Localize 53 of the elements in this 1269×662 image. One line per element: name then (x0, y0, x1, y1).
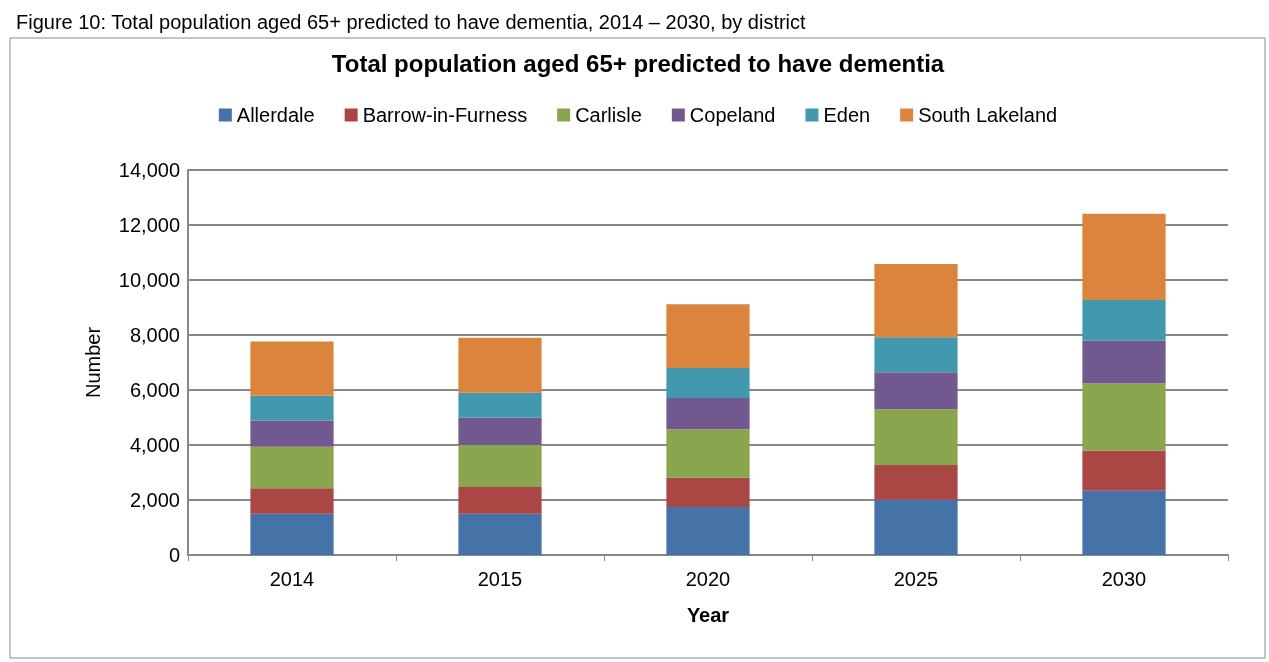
bar (666, 477, 750, 507)
bar (666, 506, 750, 555)
bar (874, 337, 958, 373)
bar (666, 368, 750, 398)
y-tick-label: 0 (168, 544, 180, 566)
bar (666, 429, 750, 478)
bar (1082, 490, 1166, 555)
legend-label: Allerdale (236, 104, 315, 126)
bar (874, 465, 958, 500)
x-axis-title: Year (686, 604, 730, 626)
bar (874, 264, 958, 338)
bar (250, 341, 334, 396)
bar (250, 513, 334, 555)
bar (1082, 383, 1166, 451)
bar (874, 499, 958, 555)
x-tick-label: 2020 (685, 568, 731, 590)
bar (458, 392, 542, 418)
bar (250, 446, 334, 489)
legend-label: South Lakeland (918, 104, 1058, 126)
bar (250, 395, 334, 421)
bar (458, 417, 542, 445)
legend-label: Copeland (689, 104, 776, 126)
y-tick-label: 6,000 (129, 379, 180, 401)
chart-title: Total population aged 65+ predicted to have dementia (331, 49, 945, 77)
bar (458, 445, 542, 488)
y-tick-label: 12,000 (118, 214, 180, 236)
bar (1082, 450, 1166, 491)
x-tick-label: 2014 (269, 568, 315, 590)
x-tick-label: 2025 (893, 568, 939, 590)
bar (458, 487, 542, 514)
bar (666, 304, 750, 368)
bar (250, 420, 334, 447)
bar (666, 397, 750, 430)
x-tick-label: 2030 (1101, 568, 1147, 590)
y-tick-label: 4,000 (129, 434, 180, 456)
y-tick-label: 8,000 (129, 324, 180, 346)
legend-label: Eden (823, 104, 871, 126)
bar (874, 409, 958, 466)
bar (250, 488, 334, 514)
y-tick-label: 10,000 (118, 269, 180, 291)
legend-label: Carlisle (575, 104, 642, 126)
x-tick-label: 2015 (477, 568, 523, 590)
bar (1082, 340, 1166, 384)
legend-label: Barrow-in-Furness (362, 104, 528, 126)
bar (874, 372, 958, 410)
bar (1082, 213, 1166, 301)
bar (458, 337, 542, 393)
bar (1082, 300, 1166, 341)
y-axis-title: Number (82, 326, 104, 399)
caption: Figure 10: Total population aged 65+ predicted to have dementia, 2014 – 2030, by district (16, 11, 807, 33)
y-tick-label: 14,000 (118, 159, 180, 181)
y-tick-label: 2,000 (129, 489, 180, 511)
bar (458, 513, 542, 555)
